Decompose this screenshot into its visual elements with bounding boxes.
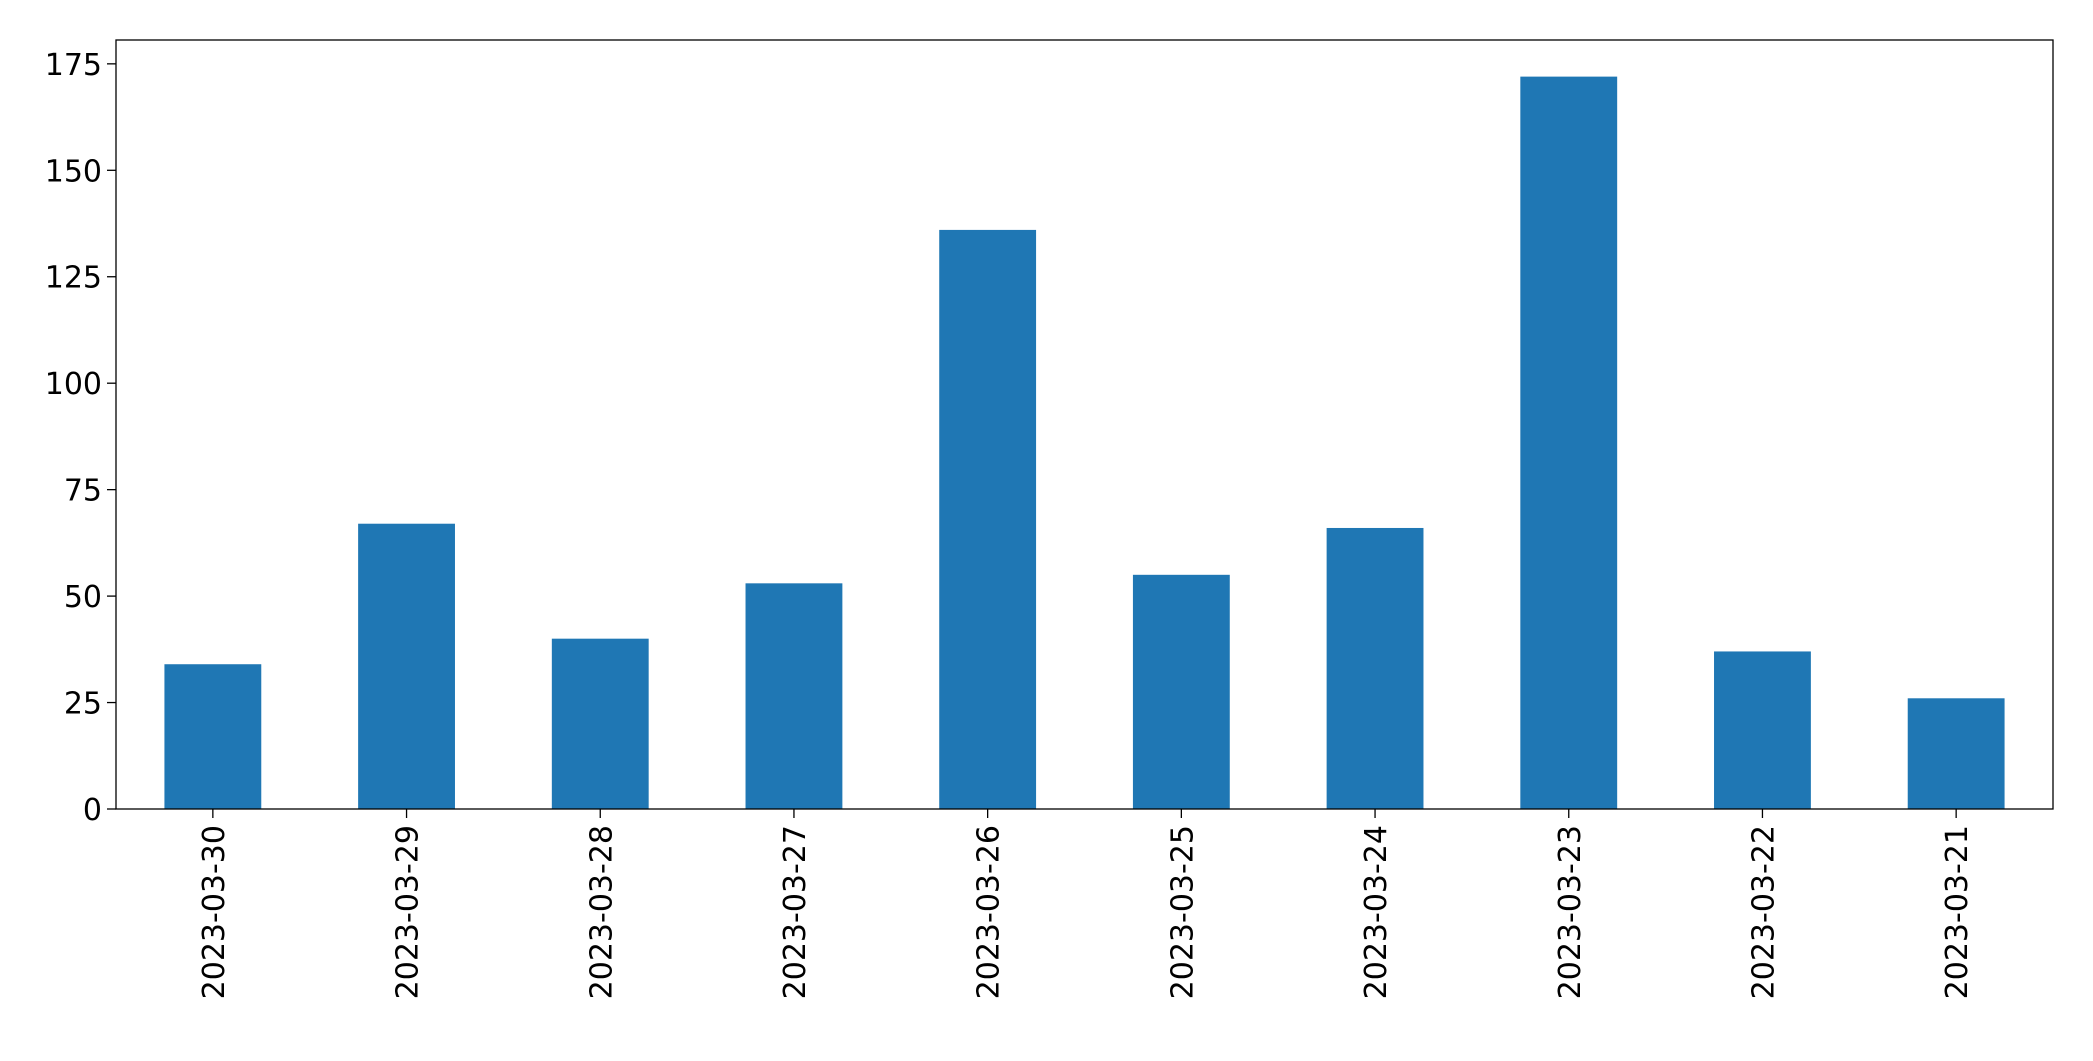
x-tick-label: 2023-03-22 <box>1746 825 1781 999</box>
bar <box>358 523 455 809</box>
y-tick-label: 25 <box>64 687 102 722</box>
x-tick-label: 2023-03-29 <box>391 825 426 999</box>
bar <box>1520 76 1618 810</box>
y-tick-label: 100 <box>45 367 102 402</box>
x-tick-label: 2023-03-25 <box>1165 825 1200 999</box>
bar <box>164 664 262 809</box>
y-tick-label: 175 <box>45 48 102 83</box>
bar <box>1132 574 1230 809</box>
x-tick-label: 2023-03-26 <box>972 825 1007 999</box>
x-tick-label: 2023-03-28 <box>584 825 619 999</box>
y-tick-label: 0 <box>83 793 102 828</box>
y-tick-label: 150 <box>45 154 102 189</box>
x-tick-label: 2023-03-24 <box>1359 825 1394 999</box>
y-tick-label: 50 <box>64 580 102 615</box>
plot-frame <box>115 39 2054 810</box>
x-tick-label: 2023-03-23 <box>1553 825 1588 999</box>
bar <box>939 229 1037 809</box>
x-tick-label: 2023-03-30 <box>197 825 232 999</box>
bar <box>551 638 649 809</box>
x-tick-label: 2023-03-27 <box>778 825 813 999</box>
bar <box>1714 651 1811 809</box>
bar <box>745 583 843 809</box>
y-tick-label: 75 <box>64 474 102 509</box>
bar <box>1326 527 1424 809</box>
bar <box>1907 698 2005 809</box>
y-tick-label: 125 <box>45 261 102 296</box>
x-tick-label: 2023-03-21 <box>1940 825 1975 999</box>
